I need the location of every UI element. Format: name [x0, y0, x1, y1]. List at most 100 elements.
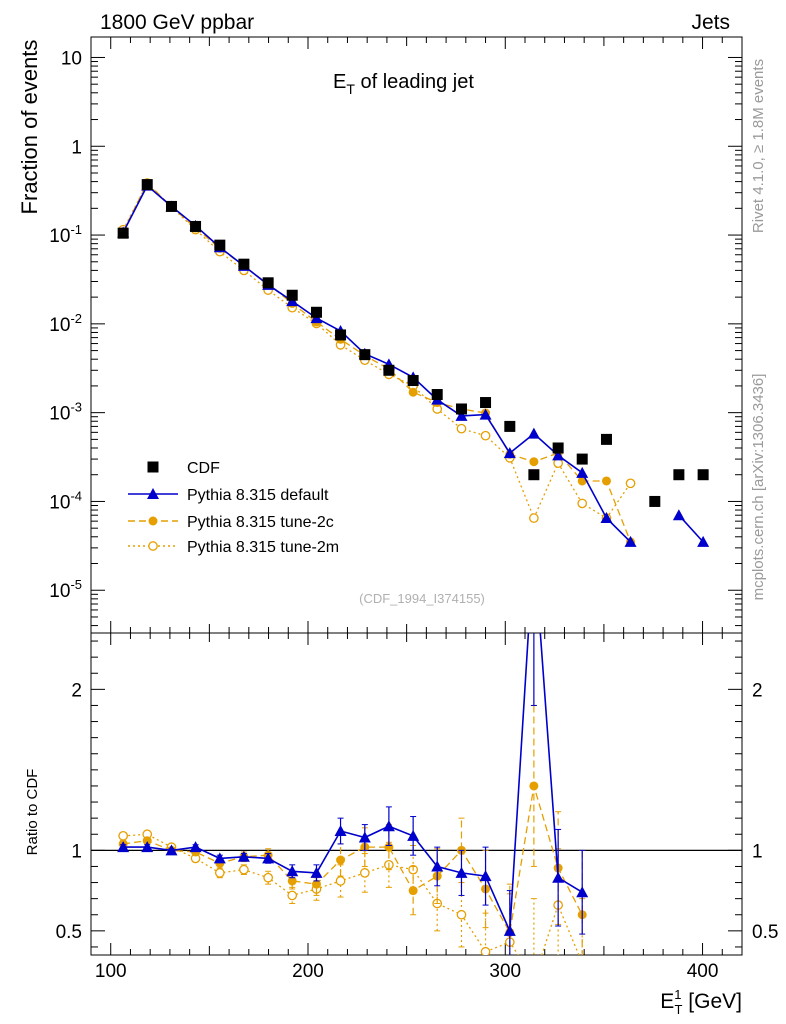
ratio-data-point [239, 864, 249, 875]
ratio-y-tick-label-right: 1 [752, 841, 763, 862]
y-tick-label: 10-2 [49, 311, 82, 336]
data-point [141, 179, 153, 191]
data-point [577, 476, 587, 486]
ratio-data-point [578, 959, 586, 967]
ratio-series-pythia-8-315-tune-2c [118, 704, 587, 955]
data-point [214, 239, 226, 251]
ratio-y-tick-label-right: 2 [752, 680, 763, 701]
data-point [456, 423, 467, 434]
data-point [238, 258, 250, 270]
y-tick-label: 10-4 [49, 488, 82, 513]
data-point [480, 430, 491, 441]
ratio-data-point [552, 871, 565, 883]
ratio-series-line [123, 633, 583, 932]
data-point [529, 513, 539, 523]
ratio-data-point [408, 886, 418, 896]
rivet-version-note: Rivet 4.1.0, ≥ 1.8M events [750, 59, 767, 233]
data-point [624, 535, 637, 547]
ratio-data-point [407, 829, 420, 841]
ratio-data-point [576, 886, 589, 898]
main-title: ET of leading jet [333, 71, 474, 97]
y-tick-label: 1 [71, 137, 82, 158]
data-point [600, 512, 613, 524]
data-point [697, 535, 710, 547]
y-tick-label-base: 10 [49, 492, 70, 513]
category-label: Jets [691, 11, 730, 34]
y-tick-label: 10-1 [49, 222, 82, 247]
ratio-data-point [118, 831, 129, 841]
data-point [625, 478, 636, 489]
data-point [529, 457, 539, 467]
x-axis-label-unit: [GeV] [682, 990, 742, 1013]
ratio-data-point [456, 909, 467, 920]
ratio-data-point [237, 850, 250, 862]
ratio-y-tick-label-right: 0.5 [752, 922, 778, 943]
main-title-symbol: E [333, 71, 346, 93]
x-tick-label: 400 [687, 961, 719, 982]
y-tick-label-exponent: -4 [70, 488, 82, 503]
data-point [528, 469, 540, 481]
ratio-y-axis-label: Ratio to CDF [24, 769, 41, 856]
x-tick-label: 100 [95, 961, 127, 982]
y-tick-label-exponent: -3 [70, 400, 82, 415]
data-point [576, 466, 589, 478]
data-point [383, 364, 395, 376]
ratio-data-point [529, 781, 539, 791]
data-point [673, 469, 685, 481]
y-tick-label-exponent: -1 [70, 222, 82, 237]
x-tick-label: 300 [489, 961, 521, 982]
ratio-data-point [528, 538, 540, 549]
y-tick-label-base: 10 [49, 404, 70, 425]
legend-marker [147, 488, 159, 499]
ratio-y-tick-label: 2 [71, 680, 82, 701]
ratio-data-point [310, 866, 323, 878]
y-tick-label-base: 10 [49, 581, 70, 602]
legend-label: Pythia 8.315 default [187, 487, 329, 504]
ratio-data-point [530, 975, 538, 983]
ratio-data-point [165, 844, 178, 856]
ratio-data-point [263, 872, 274, 883]
y-tick-label: 10 [61, 48, 82, 69]
x-axis-label-superscript: 1 [674, 987, 681, 1002]
ratio-data-point [287, 876, 297, 886]
data-point [601, 476, 611, 486]
data-point [576, 453, 588, 465]
ratio-data-point [431, 860, 444, 872]
ratio-series-pythia-8-315-default [117, 538, 589, 955]
data-point [455, 409, 468, 421]
ratio-data-point [262, 852, 275, 864]
data-point [359, 349, 371, 361]
data-point [165, 200, 177, 212]
data-point [335, 329, 347, 341]
legend-label: CDF [187, 460, 220, 477]
data-point [310, 306, 322, 318]
legend-marker [148, 516, 158, 526]
main-title-subscript: T [346, 81, 355, 97]
series-line [122, 181, 632, 543]
data-point [286, 289, 298, 301]
y-tick-label-base: 10 [49, 226, 70, 247]
data-point [480, 397, 492, 409]
ratio-data-point [384, 842, 394, 852]
ratio-series-pythia-8-315-tune-2m [118, 829, 586, 983]
y-tick-label-exponent: -2 [70, 311, 82, 326]
ratio-data-point [359, 868, 370, 878]
data-point [577, 498, 588, 509]
data-point [697, 469, 709, 481]
data-point [431, 389, 443, 401]
data-point [407, 375, 419, 387]
data-point [503, 447, 516, 459]
data-point [649, 495, 661, 507]
legend: CDF Pythia 8.315 default Pythia 8.315 tune… [128, 460, 339, 556]
x-axis-label-symbol: E [660, 990, 674, 1013]
ratio-data-point [382, 820, 395, 832]
x-tick-label: 200 [292, 961, 324, 982]
data-point [552, 442, 564, 454]
data-point [479, 408, 492, 420]
ratio-data-point [189, 841, 202, 853]
data-point [672, 509, 685, 521]
ratio-data-point [503, 924, 516, 936]
ratio-data-point [214, 868, 225, 878]
analysis-id-watermark: (CDF_1994_I374155) [359, 591, 485, 606]
